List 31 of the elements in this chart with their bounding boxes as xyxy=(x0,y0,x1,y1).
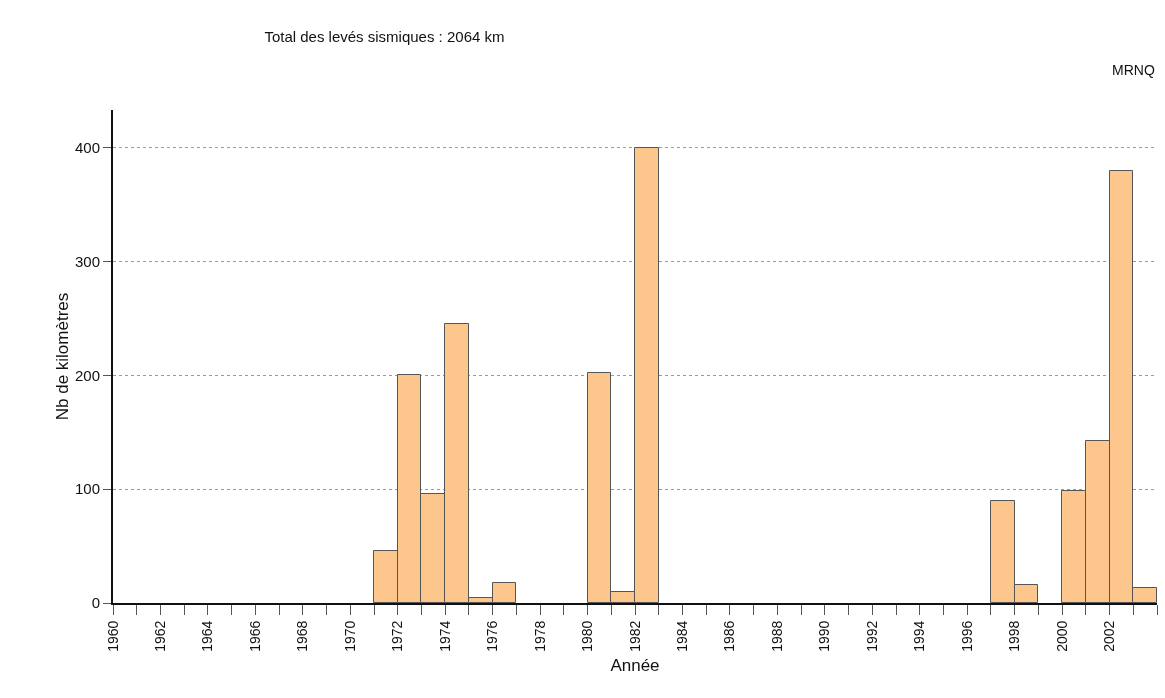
x-tick-label: 1990 xyxy=(816,620,833,652)
x-tick-label: 2000 xyxy=(1053,620,1070,652)
x-tick-label: 1986 xyxy=(721,620,738,652)
x-tick-label: 1984 xyxy=(674,620,690,652)
x-tick-label: 1968 xyxy=(294,620,311,652)
x-tick-label: 1988 xyxy=(768,620,785,652)
text: MRNQ xyxy=(1112,62,1155,78)
x-tick-label: 1966 xyxy=(246,620,263,652)
x-tick-label: 2002 xyxy=(1101,620,1118,652)
x-tick-label: 1978 xyxy=(531,620,548,652)
x-tick-label: 1992 xyxy=(863,620,880,652)
x-tick-label: 1994 xyxy=(911,620,928,652)
x-tick-label: 1998 xyxy=(1006,620,1023,652)
y-tick-label: 400 xyxy=(74,138,100,156)
x-tick-label: 1996 xyxy=(958,620,975,652)
chart-title: Total des levés sismiques : 2064 km xyxy=(264,27,505,45)
x-axis-title: Année xyxy=(610,655,660,675)
x-tick-label: 1962 xyxy=(152,620,168,652)
y-tick-label: 300 xyxy=(74,252,100,270)
x-tick-label: 1972 xyxy=(389,620,406,652)
x-tick-label: 1974 xyxy=(436,620,453,652)
x-tick-label: 1976 xyxy=(484,620,501,652)
x-tick-label: 1964 xyxy=(199,620,216,652)
x-tick-label: 1960 xyxy=(104,620,121,652)
y-tick-label: 200 xyxy=(74,366,100,384)
y-tick-label: 100 xyxy=(74,480,100,498)
y-axis-title: Nb de kilomètres xyxy=(53,292,72,421)
x-tick-label: 1982 xyxy=(626,620,643,652)
y-tick-label: 0 xyxy=(91,594,100,612)
x-tick-label: 1970 xyxy=(341,620,358,652)
x-tick-label: 1980 xyxy=(579,620,596,652)
